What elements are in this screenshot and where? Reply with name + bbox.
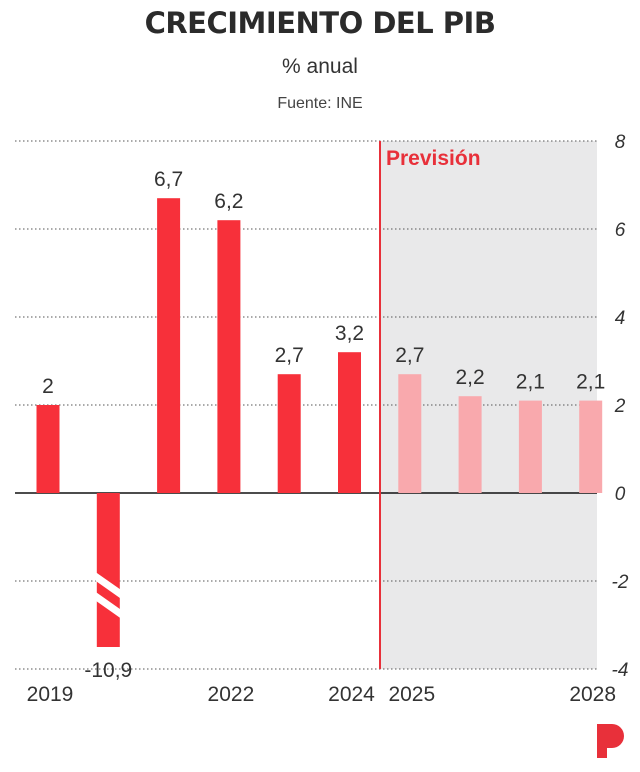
bar-2026 — [458, 396, 482, 493]
y-tick-label: 4 — [615, 308, 626, 329]
bar-2023 — [277, 374, 301, 493]
x-tick-label: 2022 — [208, 683, 255, 706]
x-tick-label: 2024 — [328, 683, 375, 706]
bar-2020 — [96, 493, 120, 647]
bar-2019 — [36, 405, 60, 493]
x-tick-label: 2025 — [388, 683, 435, 706]
data-label-2025: 2,7 — [395, 344, 424, 367]
bar-2022 — [217, 220, 241, 493]
bar-2028 — [579, 400, 603, 493]
data-label-2026: 2,2 — [455, 366, 484, 389]
y-tick-label: 2 — [614, 396, 626, 417]
data-label-2024: 3,2 — [335, 322, 364, 345]
y-tick-label: -4 — [612, 660, 629, 681]
data-label-2028: 2,1 — [576, 371, 605, 394]
bar-2021 — [157, 198, 181, 493]
chart-subtitle: % anual — [282, 55, 358, 78]
bar-2025 — [398, 374, 422, 493]
publisher-logo-icon — [597, 724, 624, 758]
y-tick-label: -2 — [612, 572, 629, 593]
axis-break-mark — [95, 592, 121, 619]
bar-2027 — [518, 400, 542, 493]
x-tick-label: 2019 — [27, 683, 74, 706]
y-tick-label: 0 — [615, 484, 626, 505]
x-tick-label: 2028 — [569, 683, 616, 706]
forecast-label: Previsión — [386, 147, 481, 170]
data-label-2023: 2,7 — [275, 344, 304, 367]
data-label-2019: 2 — [42, 375, 54, 398]
bar-2024 — [338, 352, 361, 493]
y-tick-label: 6 — [615, 220, 626, 241]
axis-break-mark — [95, 572, 121, 599]
chart-source: Fuente: INE — [277, 95, 363, 112]
data-label-2022: 6,2 — [214, 190, 243, 213]
data-label-2020: -10,9 — [84, 659, 132, 682]
data-label-2021: 6,7 — [154, 168, 183, 191]
chart-title: CRECIMIENTO DEL PIB — [144, 6, 496, 40]
data-label-2027: 2,1 — [516, 371, 545, 394]
y-tick-label: 8 — [615, 132, 626, 153]
